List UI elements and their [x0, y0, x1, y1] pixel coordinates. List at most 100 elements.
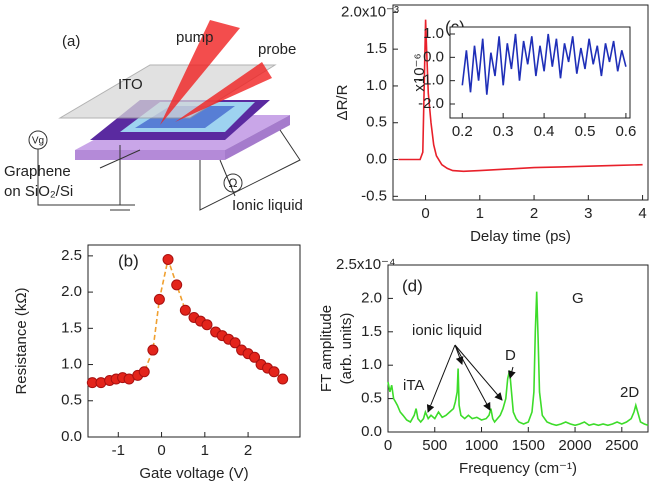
- wire: [37, 145, 121, 206]
- y-tick-label: -1.0: [418, 72, 444, 89]
- y-tick-label: 0.0: [366, 150, 387, 167]
- y-axis-label: (arb. units): [338, 313, 355, 385]
- y-tick-label: 2.5: [61, 247, 82, 264]
- y-tick-label: 0.5: [61, 392, 82, 409]
- label: Vg: [32, 136, 44, 147]
- x-axis-label: Frequency (cm⁻¹): [459, 460, 577, 477]
- annotation: iTA: [403, 377, 424, 394]
- annotation: 2D: [620, 384, 639, 401]
- data-point: [201, 319, 213, 331]
- gate-source: [28, 130, 48, 150]
- y-tick-label: -0.5: [361, 187, 387, 204]
- annotation-arrow: [426, 344, 456, 413]
- x-tick-label: 0.4: [534, 123, 555, 140]
- label: ITO: [118, 76, 143, 93]
- data-point: [268, 366, 280, 378]
- x-tick-label: 2: [530, 205, 538, 222]
- x-axis-label: Delay time (ps): [470, 228, 571, 245]
- y-tick-label: 0.5: [361, 390, 382, 407]
- probe-beam: [175, 62, 272, 122]
- data-point: [249, 351, 261, 363]
- x-tick-label: 0: [421, 205, 429, 222]
- label: probe: [258, 41, 296, 58]
- data-line: [461, 33, 627, 95]
- pump-beam: [160, 20, 240, 125]
- x-tick-label: 2500: [605, 437, 638, 454]
- pointer: [99, 149, 141, 169]
- x-tick-label: 1: [476, 205, 484, 222]
- ito-glass: [58, 64, 277, 119]
- data-point: [138, 366, 150, 378]
- y-tick-label: 1.5: [361, 323, 382, 340]
- x-tick-label: 500: [422, 437, 447, 454]
- wire: [199, 129, 301, 211]
- x-tick-label: 0.5: [575, 123, 596, 140]
- y-tick-label: 1.5: [366, 40, 387, 57]
- data-point: [179, 304, 191, 316]
- y-tick-label: 0.5: [366, 114, 387, 131]
- x-tick-label: 1000: [465, 437, 498, 454]
- x-tick-label: 0.2: [452, 123, 473, 140]
- x-tick-label: 3: [584, 205, 592, 222]
- y-tick-label: 2.0x10⁻³: [341, 3, 399, 20]
- data-point: [277, 373, 289, 385]
- y-axis-label: Resistance (kΩ): [13, 287, 30, 394]
- y-tick-label: 0.0: [423, 48, 444, 65]
- plot-frame: [387, 264, 649, 433]
- y-tick-label: 1.5: [61, 319, 82, 336]
- annotation-arrow: [454, 344, 503, 401]
- panel-label: (b): [118, 251, 139, 270]
- y-tick-label: 1.0: [361, 356, 382, 373]
- y-tick-label: 2.5x10⁻⁴: [336, 256, 395, 273]
- data-line: [387, 291, 649, 427]
- data-line: [398, 19, 643, 173]
- panel-label: (a): [62, 33, 80, 50]
- annotation-arrow: [454, 344, 491, 411]
- y-axis-label: x10⁻⁶: [411, 53, 428, 91]
- y-axis-label: FT amplitude: [318, 305, 335, 392]
- annotation: ionic liquid: [412, 322, 482, 339]
- label: pump: [176, 29, 214, 46]
- x-tick-label: 2: [244, 442, 252, 459]
- device-schematic: (a) pump probe ITO Vg Graphene on SiO₂/S…: [4, 20, 303, 214]
- trend-line: [92, 256, 284, 384]
- label: on SiO₂/Si: [4, 183, 73, 200]
- y-tick-label: -2.0: [418, 95, 444, 112]
- x-tick-label: 4: [638, 205, 646, 222]
- y-tick-label: 2.0: [361, 289, 382, 306]
- y-tick-label: 2.0: [61, 283, 82, 300]
- x-tick-label: -1: [112, 442, 125, 459]
- data-point: [153, 293, 165, 305]
- substrate-side: [225, 115, 290, 160]
- x-tick-label: 0.6: [615, 123, 636, 140]
- x-tick-label: 0: [157, 442, 165, 459]
- data-point: [162, 253, 174, 265]
- y-axis-label: ΔR/R: [334, 84, 351, 120]
- y-tick-label: 0.0: [61, 428, 82, 445]
- plot-frame: [449, 26, 631, 119]
- y-tick-label: 1.0: [61, 356, 82, 373]
- plot-frame: [87, 244, 301, 438]
- data-point: [171, 279, 183, 291]
- annotation: D: [505, 347, 516, 364]
- y-tick-label: 0.0: [361, 423, 382, 440]
- x-axis-label: Gate voltage (V): [139, 465, 248, 482]
- annotation: G: [572, 290, 584, 307]
- x-tick-label: 0.3: [493, 123, 514, 140]
- data-point: [147, 344, 159, 356]
- substrate-side: [75, 150, 225, 160]
- label: Ionic liquid: [232, 197, 303, 214]
- y-tick-label: 1.0: [423, 25, 444, 42]
- data-point: [229, 337, 241, 349]
- annotation-arrow: [507, 366, 516, 379]
- plot-frame: [392, 4, 649, 201]
- panel-label: (d): [402, 276, 423, 295]
- x-tick-label: 1500: [512, 437, 545, 454]
- x-tick-label: 0: [384, 437, 392, 454]
- x-tick-label: 1: [201, 442, 209, 459]
- label: Graphene: [4, 163, 71, 180]
- label: Ω: [229, 176, 238, 190]
- pointer: [219, 159, 236, 197]
- x-tick-label: 2000: [558, 437, 591, 454]
